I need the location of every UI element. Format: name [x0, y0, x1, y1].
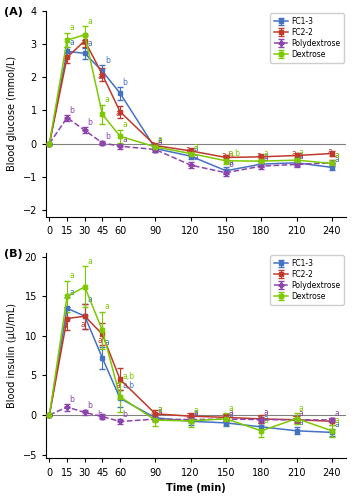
Text: a: a: [228, 410, 233, 420]
Text: b: b: [70, 394, 74, 404]
Text: a: a: [228, 158, 233, 167]
Text: a: a: [292, 150, 297, 158]
Text: b: b: [105, 56, 110, 66]
Legend: FC1-3, FC2-2, Polydextrose, Dextrose: FC1-3, FC2-2, Polydextrose, Dextrose: [270, 255, 344, 304]
Text: a: a: [87, 294, 92, 304]
Text: a: a: [228, 408, 233, 417]
Text: a: a: [264, 152, 268, 161]
Y-axis label: Blood glucose (mmol/L): Blood glucose (mmol/L): [7, 56, 17, 172]
Text: a: a: [334, 151, 339, 160]
Text: a: a: [70, 23, 74, 32]
Text: a: a: [62, 320, 67, 330]
Text: a: a: [264, 416, 268, 425]
Legend: FC1-3, FC2-2, Polydextrose, Dextrose: FC1-3, FC2-2, Polydextrose, Dextrose: [270, 13, 344, 62]
Text: a: a: [98, 72, 102, 81]
Text: a: a: [228, 404, 233, 413]
Text: a: a: [186, 410, 191, 420]
Text: a: a: [70, 38, 74, 47]
Text: a: a: [193, 408, 198, 418]
Text: a: a: [158, 138, 162, 147]
Text: a,b: a,b: [122, 380, 134, 390]
Text: a: a: [334, 408, 339, 418]
Text: (A): (A): [4, 7, 23, 17]
Text: a,b: a,b: [122, 372, 134, 381]
Text: a: a: [158, 405, 162, 414]
Text: a: a: [257, 414, 261, 422]
Text: a: a: [98, 336, 102, 345]
Text: a: a: [87, 256, 92, 266]
Text: (B): (B): [4, 249, 23, 259]
Text: a: a: [193, 153, 198, 162]
Text: a: a: [264, 149, 268, 158]
Text: b: b: [70, 106, 74, 114]
Text: b: b: [228, 160, 233, 169]
Text: b: b: [98, 410, 103, 419]
Y-axis label: Blood insulin (μU/mL): Blood insulin (μU/mL): [7, 303, 17, 408]
Text: a: a: [327, 148, 332, 156]
Text: a: a: [334, 416, 339, 425]
Text: a: a: [264, 408, 268, 418]
Text: a: a: [122, 135, 127, 144]
Text: b: b: [122, 78, 127, 86]
Text: a: a: [299, 408, 304, 418]
Text: a: a: [334, 420, 339, 429]
Text: a: a: [158, 405, 162, 414]
Text: a: a: [87, 16, 92, 26]
Text: a: a: [80, 38, 85, 47]
Text: a: a: [299, 418, 304, 427]
Text: a: a: [158, 408, 162, 417]
Text: a: a: [105, 96, 109, 104]
Text: a: a: [105, 338, 109, 347]
Text: a: a: [193, 142, 198, 150]
Text: a: a: [334, 152, 339, 160]
Text: a: a: [299, 152, 304, 162]
Text: a: a: [193, 409, 198, 418]
Text: a: a: [151, 408, 155, 418]
Text: a: a: [264, 154, 268, 163]
Text: a: a: [292, 414, 297, 424]
Text: a: a: [158, 135, 162, 144]
Text: a: a: [334, 156, 339, 164]
Text: a: a: [264, 414, 268, 424]
Text: a: a: [257, 151, 261, 160]
Text: a: a: [186, 145, 191, 154]
Text: a,b: a,b: [228, 149, 240, 158]
Text: a: a: [221, 412, 226, 421]
Text: a: a: [327, 416, 332, 425]
X-axis label: Time (min): Time (min): [166, 483, 226, 493]
Text: a: a: [122, 120, 127, 129]
Text: a: a: [299, 148, 304, 157]
Text: a: a: [193, 406, 198, 415]
Text: a: a: [115, 382, 120, 390]
Text: b: b: [122, 410, 127, 420]
Text: a: a: [70, 271, 74, 280]
Text: a: a: [299, 404, 304, 412]
Text: a: a: [105, 302, 109, 312]
Text: b: b: [87, 118, 92, 128]
Text: a: a: [80, 320, 85, 329]
Text: a: a: [70, 288, 74, 297]
Text: a: a: [87, 39, 92, 48]
Text: a: a: [115, 108, 120, 118]
Text: a: a: [158, 136, 162, 145]
Text: a: a: [151, 140, 155, 148]
Text: a: a: [193, 144, 198, 153]
Text: a: a: [299, 151, 304, 160]
Text: a: a: [62, 54, 67, 62]
Text: a,b: a,b: [221, 152, 233, 160]
Text: b: b: [105, 132, 110, 140]
Text: b: b: [87, 400, 92, 409]
